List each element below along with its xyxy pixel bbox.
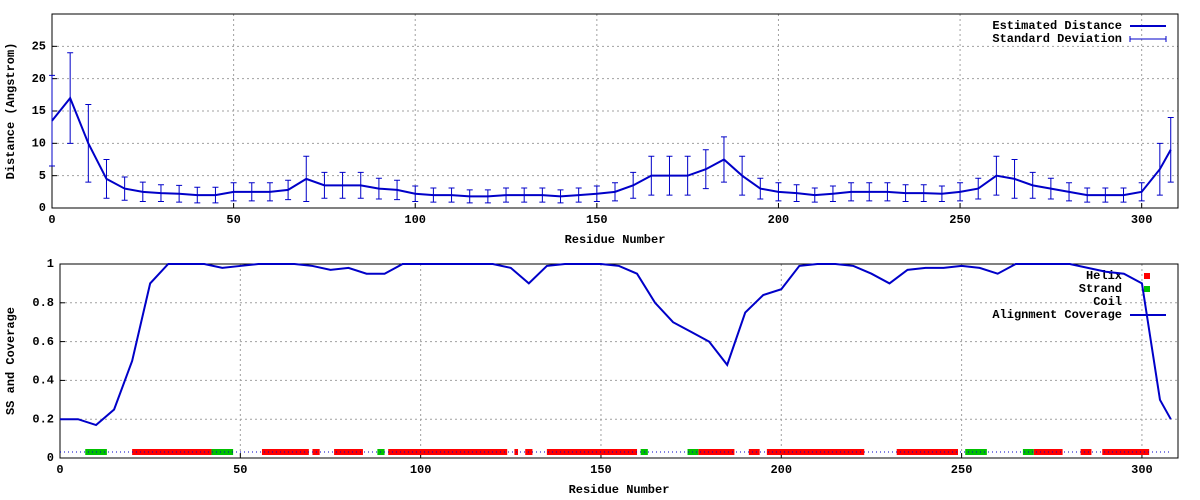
x-tick-label: 150 — [590, 463, 612, 477]
x-tick-label: 250 — [949, 213, 971, 227]
ss-segment — [132, 449, 212, 455]
x-tick-label: 200 — [768, 213, 790, 227]
x-tick-label: 100 — [404, 213, 426, 227]
y-tick-label: 0 — [39, 201, 46, 215]
y-tick-label: 0.6 — [32, 335, 54, 349]
y-tick-label: 0.2 — [32, 412, 54, 426]
x-tick-label: 250 — [951, 463, 973, 477]
y-tick-label: 25 — [32, 40, 46, 54]
y-tick-label: 0.4 — [32, 374, 54, 388]
ss-segment — [261, 449, 309, 455]
legend-label: Alignment Coverage — [992, 308, 1122, 322]
x-tick-label: 200 — [770, 463, 792, 477]
legend-label: Estimated Distance — [992, 19, 1122, 33]
x-tick-label: 300 — [1131, 213, 1153, 227]
y-tick-label: 1 — [47, 257, 54, 271]
ss-segment — [766, 449, 865, 455]
y-tick-label: 15 — [32, 104, 46, 118]
y-axis-label: SS and Coverage — [4, 307, 18, 415]
error-bar — [1167, 116, 1174, 183]
y-tick-label: 20 — [32, 72, 46, 86]
x-axis-label: Residue Number — [565, 233, 666, 247]
ss-segment — [1102, 449, 1150, 455]
x-tick-label: 100 — [410, 463, 432, 477]
x-tick-label: 50 — [226, 213, 240, 227]
plot-frame — [59, 263, 1179, 459]
x-tick-label: 150 — [586, 213, 608, 227]
data-line — [60, 263, 1172, 427]
x-tick-label: 50 — [233, 463, 247, 477]
y-axis-label: Distance (Angstrom) — [4, 43, 18, 180]
legend-errorbar — [1129, 36, 1167, 42]
x-tick-label: 300 — [1131, 463, 1153, 477]
legend-swatch — [1144, 273, 1150, 279]
y-tick-label: 0.8 — [32, 296, 54, 310]
x-tick-label: 0 — [56, 463, 63, 477]
y-tick-label: 10 — [32, 137, 46, 151]
x-tick-label: 0 — [48, 213, 55, 227]
legend-label: Coil — [1093, 295, 1122, 309]
y-tick-label: 0 — [47, 451, 54, 465]
y-tick-label: 5 — [39, 169, 46, 183]
data-line — [51, 96, 1172, 198]
legend-label: Strand — [1079, 282, 1122, 296]
chart-panel: 0 0.2 0.4 0.6 0.8 1 0 50 100 150 200 250 300 Residue … — [4, 257, 1179, 497]
ss-segment — [546, 449, 638, 455]
legend-swatch — [1144, 286, 1150, 292]
ss-segment — [748, 449, 760, 455]
ss-segment — [211, 449, 234, 455]
x-axis-label: Residue Number — [569, 483, 670, 497]
ss-segment — [896, 449, 959, 455]
ss-segment — [388, 449, 508, 455]
legend-label: Standard Deviation — [992, 32, 1122, 46]
error-bar — [49, 74, 55, 167]
ss-segment — [1080, 449, 1092, 455]
